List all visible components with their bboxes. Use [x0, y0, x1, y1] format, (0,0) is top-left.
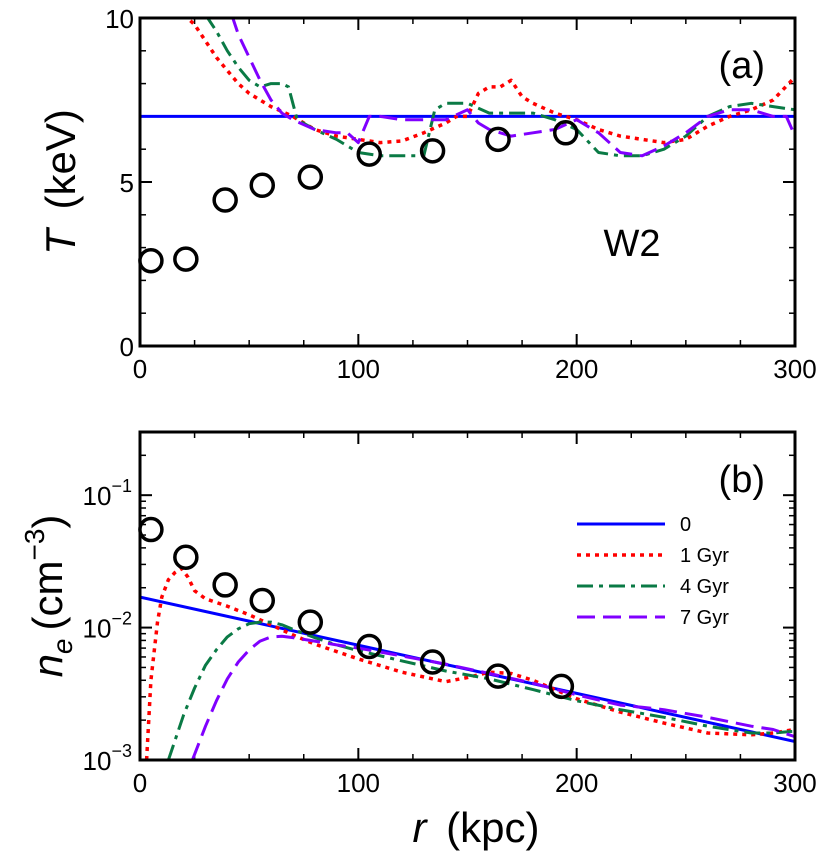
series-line-7-gyr [191, 634, 795, 760]
y-tick-exponent: −1 [111, 476, 132, 496]
y-tick-label: 10−3 [83, 741, 132, 776]
series-line-4-gyr [205, 18, 795, 158]
y-tick-base: 10 [83, 481, 112, 511]
x-tick-label: 300 [773, 354, 816, 384]
observed-point [356, 141, 382, 167]
observed-point [548, 673, 575, 700]
observed-point [553, 120, 579, 146]
x-tick-label: 100 [337, 354, 380, 384]
panel-b-ylabel: ne (cm−3) [19, 515, 78, 678]
legend-entry: 1 Gyr [680, 545, 729, 567]
legend-entry: 4 Gyr [680, 576, 729, 598]
y-tick-label: 10−2 [83, 609, 132, 644]
panel-b-xlabel: r (kpc) [412, 804, 539, 851]
y-tick-base: 10 [83, 746, 112, 776]
x-tick-label: 300 [773, 768, 816, 798]
panel-b-frame [138, 430, 797, 762]
y-tick-label: 10−1 [83, 476, 132, 511]
series-line-1-gyr [184, 18, 795, 145]
panel-a-temperature: 0 100 200 300 0 5 10 (a) W2 T (keV) [37, 4, 817, 384]
observed-point [173, 544, 199, 570]
observed-point [138, 516, 164, 543]
series-line-4-gyr [166, 620, 795, 760]
x-tick-label: 0 [133, 354, 147, 384]
observed-point [249, 172, 276, 199]
panel-b-ylabel-subscript: e [47, 638, 78, 654]
series-line-7-gyr [231, 18, 795, 158]
panel-a-tick-labels: 0 100 200 300 0 5 10 [105, 4, 817, 384]
y-tick-base: 10 [83, 614, 112, 644]
observed-point [356, 633, 382, 660]
y-tick-label: 0 [120, 332, 134, 362]
observed-point [173, 246, 199, 272]
legend-entry: 0 [680, 514, 691, 536]
x-tick-label: 0 [133, 768, 147, 798]
panel-b-xlabel-symbol: r [412, 804, 428, 851]
observed-point [138, 247, 164, 274]
panel-a-ylabel-unit: (keV) [37, 109, 84, 209]
legend-entry: 7 Gyr [680, 607, 729, 629]
y-tick-label: 5 [120, 168, 134, 198]
panel-a-observed-points [138, 120, 579, 274]
observed-point [297, 609, 324, 635]
x-tick-label: 200 [555, 768, 598, 798]
panel-a-annotation: W2 [604, 223, 661, 265]
y-tick-exponent: −2 [111, 609, 132, 629]
panel-a-ticks [139, 17, 796, 347]
panel-a-ylabel-symbol: T [37, 226, 84, 255]
panel-b-label: (b) [719, 459, 765, 501]
panel-b-xlabel-unit: (kpc) [446, 804, 539, 851]
panel-a-series [140, 18, 795, 158]
observed-point [485, 126, 511, 153]
panel-b-legend: 0 1 Gyr 4 Gyr 7 Gyr [577, 514, 729, 629]
panel-b-ylabel-unit-sup: −3 [19, 529, 50, 561]
observed-point [249, 587, 276, 614]
y-tick-label: 10 [105, 4, 134, 34]
panel-b-observed-points [138, 516, 575, 700]
observed-point [297, 164, 324, 190]
x-tick-label: 100 [337, 768, 380, 798]
observed-point [212, 572, 238, 598]
observed-point [212, 187, 238, 213]
panel-a-ylabel: T (keV) [37, 109, 84, 255]
panel-b-ylabel-symbol: n [24, 654, 71, 677]
observed-point [485, 663, 511, 689]
panel-b-ylabel-unit-pre: (cm [24, 561, 71, 631]
panel-a-frame [138, 16, 797, 348]
y-tick-exponent: −3 [111, 741, 132, 761]
observed-point [419, 649, 446, 675]
observed-point [419, 138, 446, 164]
panel-a-label: (a) [719, 45, 765, 87]
panel-b-ylabel-unit-post: ) [24, 515, 71, 529]
x-tick-label: 200 [555, 354, 598, 384]
